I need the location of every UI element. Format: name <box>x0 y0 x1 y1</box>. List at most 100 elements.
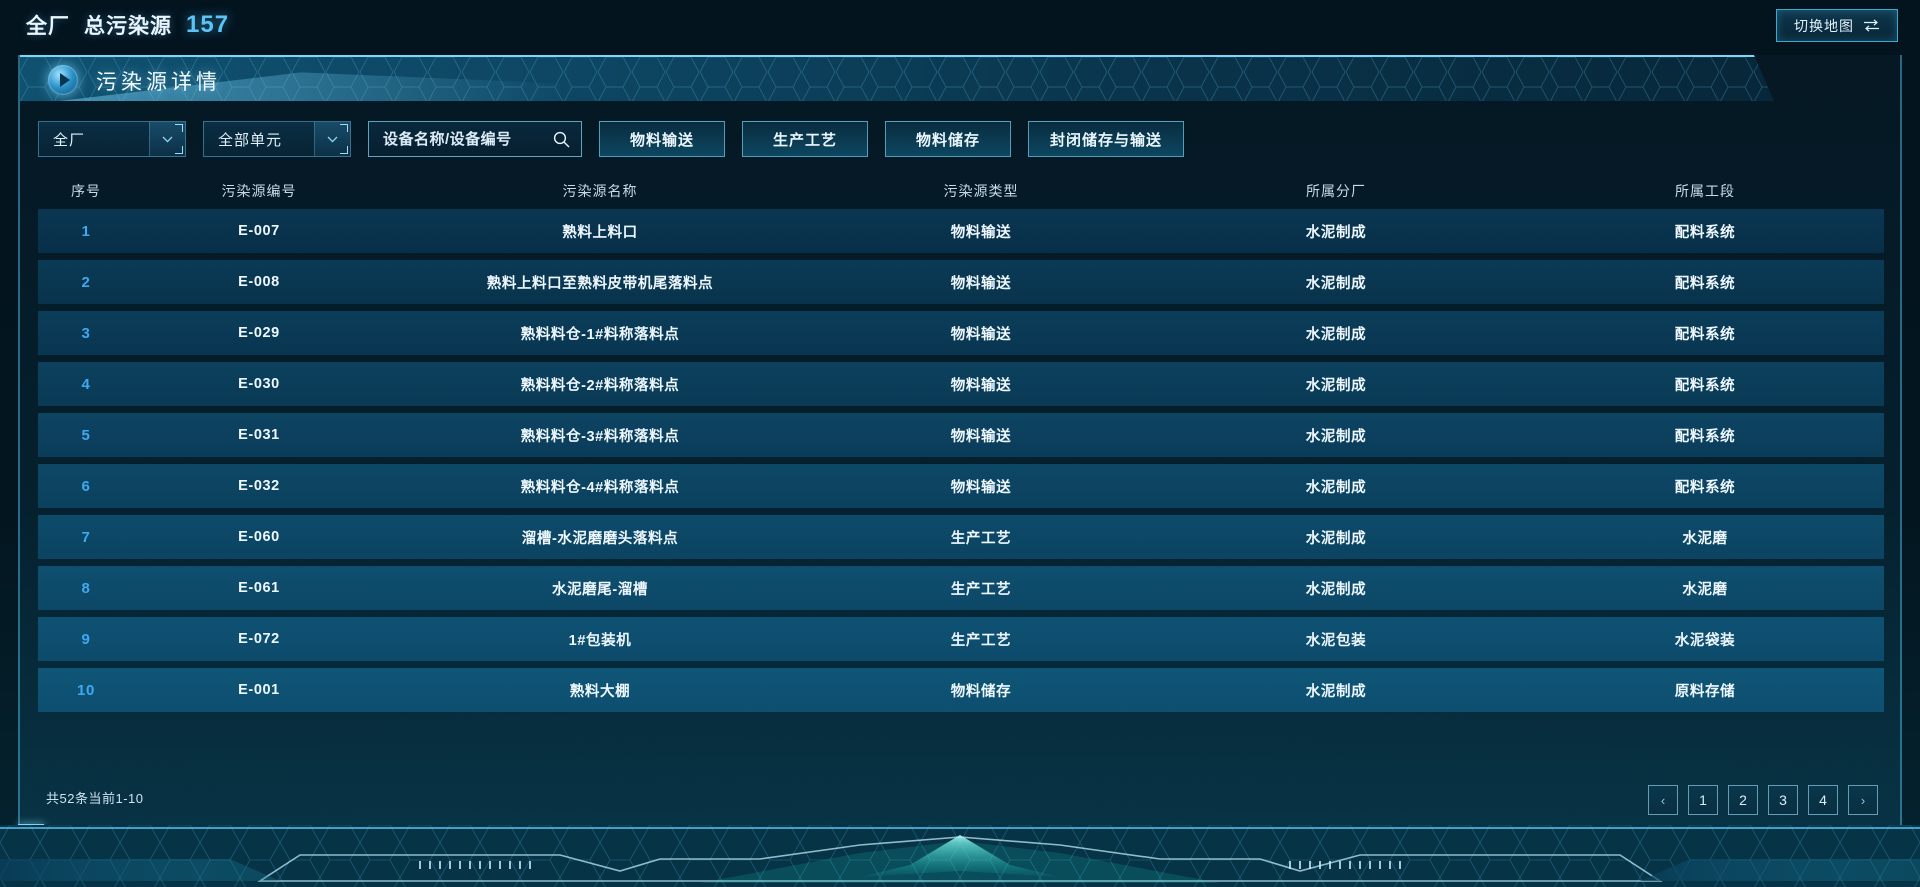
table-row[interactable]: 7 E-060 溜槽-水泥磨磨头落料点 生产工艺 水泥制成 水泥磨 <box>38 515 1884 559</box>
chevron-down-icon[interactable] <box>314 122 350 156</box>
page-4-button[interactable]: 4 <box>1808 785 1838 815</box>
category-button-production-process[interactable]: 生产工艺 <box>742 121 868 157</box>
table-row[interactable]: 3 E-029 熟料料仓-1#料称落料点 物料输送 水泥制成 配料系统 <box>38 311 1884 355</box>
cell-plant: 水泥制成 <box>1305 479 1367 496</box>
cell-index: 3 <box>81 324 91 342</box>
cell-type: 物料储存 <box>950 683 1012 700</box>
cell-code: E-029 <box>238 325 280 341</box>
pollution-source-table: 序号 污染源编号 污染源名称 污染源类型 所属分厂 所属工段 1 E-007 熟料上… <box>38 173 1884 719</box>
cell-name: 1#包装机 <box>568 632 632 649</box>
cell-index: 1 <box>81 222 91 240</box>
cell-type: 物料输送 <box>950 479 1012 496</box>
cell-name: 熟料上料口 <box>562 224 638 241</box>
category-button-material-transport[interactable]: 物料输送 <box>599 121 725 157</box>
cell-name: 熟料料仓-3#料称落料点 <box>520 428 680 445</box>
column-header-name: 污染源名称 <box>562 183 638 199</box>
cell-section: 配料系统 <box>1674 224 1736 241</box>
unit-select[interactable]: 全部单元 <box>203 121 351 157</box>
table-row[interactable]: 10 E-001 熟料大棚 物料储存 水泥制成 原料存储 <box>38 668 1884 712</box>
cell-code: E-060 <box>238 529 280 545</box>
cell-plant: 水泥包装 <box>1305 632 1367 649</box>
table-row[interactable]: 6 E-032 熟料料仓-4#料称落料点 物料输送 水泥制成 配料系统 <box>38 464 1884 508</box>
category-button-material-storage[interactable]: 物料储存 <box>885 121 1011 157</box>
column-header-type: 污染源类型 <box>943 183 1019 199</box>
cell-code: E-007 <box>238 223 280 239</box>
table-row[interactable]: 4 E-030 熟料料仓-2#料称落料点 物料输送 水泥制成 配料系统 <box>38 362 1884 406</box>
table-row[interactable]: 9 E-072 1#包装机 生产工艺 水泥包装 水泥袋装 <box>38 617 1884 661</box>
category-button-enclosed-storage-transport[interactable]: 封闭储存与输送 <box>1028 121 1184 157</box>
cell-type: 物料输送 <box>950 224 1012 241</box>
cell-section: 配料系统 <box>1674 275 1736 292</box>
cell-name: 熟料料仓-2#料称落料点 <box>520 377 680 394</box>
cell-index: 5 <box>81 426 91 444</box>
pollution-source-panel: 污染源详情 全厂 全部单元 <box>18 55 1902 827</box>
table-row[interactable]: 8 E-061 水泥磨尾-溜槽 生产工艺 水泥制成 水泥磨 <box>38 566 1884 610</box>
cell-section: 配料系统 <box>1674 479 1736 496</box>
cell-code: E-008 <box>238 274 280 290</box>
cell-plant: 水泥制成 <box>1305 275 1367 292</box>
table-row[interactable]: 5 E-031 熟料料仓-3#料称落料点 物料输送 水泥制成 配料系统 <box>38 413 1884 457</box>
total-sources-label: 总污染源 <box>84 15 172 38</box>
cell-name: 水泥磨尾-溜槽 <box>551 581 649 598</box>
cell-name: 熟料上料口至熟料皮带机尾落料点 <box>486 275 714 292</box>
top-bar: 全厂 总污染源 157 切换地图 <box>0 0 1920 50</box>
cell-type: 物料输送 <box>950 428 1012 445</box>
prev-page-button[interactable]: ‹ <box>1648 785 1678 815</box>
cell-type: 物料输送 <box>950 326 1012 343</box>
cell-plant: 水泥制成 <box>1305 428 1367 445</box>
panel-header: 污染源详情 <box>20 55 1900 101</box>
page-2-button[interactable]: 2 <box>1728 785 1758 815</box>
cell-index: 10 <box>77 681 95 699</box>
table-row[interactable]: 2 E-008 熟料上料口至熟料皮带机尾落料点 物料输送 水泥制成 配料系统 <box>38 260 1884 304</box>
pagination: ‹ 1 2 3 4 › <box>1648 785 1878 815</box>
panel-title: 污染源详情 <box>96 71 221 94</box>
cell-name: 熟料料仓-1#料称落料点 <box>520 326 680 343</box>
map-switch-button[interactable]: 切换地图 <box>1776 9 1898 42</box>
cell-name: 熟料料仓-4#料称落料点 <box>520 479 680 496</box>
cell-code: E-001 <box>238 682 280 698</box>
column-header-index: 序号 <box>71 183 101 199</box>
cell-name: 熟料大棚 <box>569 683 631 700</box>
pagination-summary: 共52条当前1-10 <box>46 791 144 806</box>
plant-select[interactable]: 全厂 <box>38 121 186 157</box>
table-body: 1 E-007 熟料上料口 物料输送 水泥制成 配料系统 2 E-008 熟料上料口至熟料皮带机… <box>38 209 1884 712</box>
cell-code: E-061 <box>238 580 280 596</box>
cell-code: E-031 <box>238 427 280 443</box>
cell-plant: 水泥制成 <box>1305 377 1367 394</box>
cell-index: 2 <box>81 273 91 291</box>
plant-select-value: 全厂 <box>53 131 86 149</box>
page-1-button[interactable]: 1 <box>1688 785 1718 815</box>
column-header-section: 所属工段 <box>1675 183 1735 199</box>
filter-bar: 全厂 全部单元 <box>20 117 1900 161</box>
cell-plant: 水泥制成 <box>1305 326 1367 343</box>
cell-index: 6 <box>81 477 91 495</box>
next-page-button[interactable]: › <box>1848 785 1878 815</box>
column-header-code: 污染源编号 <box>221 183 297 199</box>
plant-scope-label: 全厂 <box>26 15 70 38</box>
cell-plant: 水泥制成 <box>1305 224 1367 241</box>
page-3-button[interactable]: 3 <box>1768 785 1798 815</box>
cell-type: 生产工艺 <box>950 581 1012 598</box>
bottom-hud-decoration <box>0 825 1920 887</box>
search-icon[interactable] <box>553 131 570 148</box>
cell-code: E-030 <box>238 376 280 392</box>
cell-section: 水泥磨 <box>1682 581 1728 598</box>
table-row[interactable]: 1 E-007 熟料上料口 物料输送 水泥制成 配料系统 <box>38 209 1884 253</box>
cell-code: E-072 <box>238 631 280 647</box>
cell-code: E-032 <box>238 478 280 494</box>
search-input[interactable] <box>369 122 618 156</box>
unit-select-value: 全部单元 <box>218 131 283 149</box>
column-header-plant: 所属分厂 <box>1306 183 1366 199</box>
cell-section: 配料系统 <box>1674 326 1736 343</box>
table-header-row: 序号 污染源编号 污染源名称 污染源类型 所属分厂 所属工段 <box>38 173 1884 209</box>
cell-index: 4 <box>81 375 91 393</box>
cell-name: 溜槽-水泥磨磨头落料点 <box>521 530 679 547</box>
total-sources-value: 157 <box>186 11 230 38</box>
cell-section: 配料系统 <box>1674 428 1736 445</box>
chevron-down-glyph <box>327 136 338 143</box>
cell-index: 7 <box>81 528 91 546</box>
search-box[interactable] <box>368 121 618 157</box>
chevron-down-icon[interactable] <box>149 122 185 156</box>
cell-section: 水泥磨 <box>1682 530 1728 547</box>
